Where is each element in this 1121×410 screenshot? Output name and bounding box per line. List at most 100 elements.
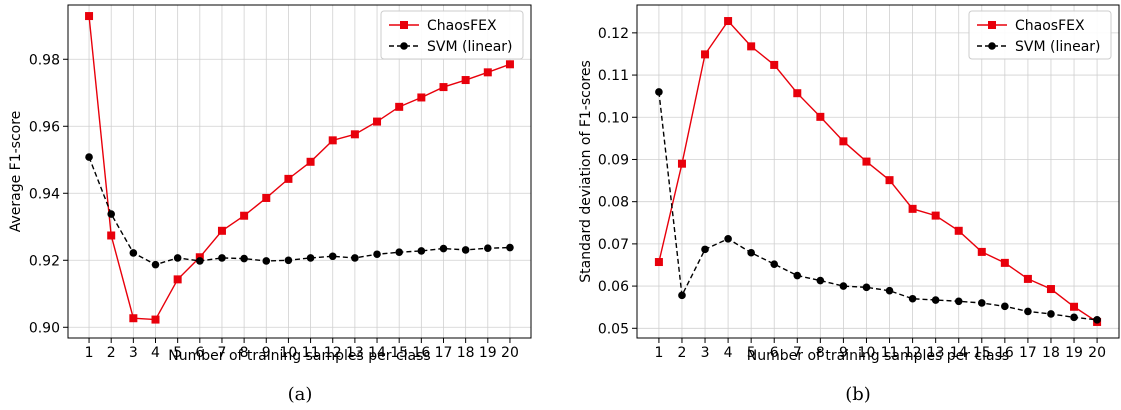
legend-marker bbox=[988, 42, 996, 50]
x-tick-label: 11 bbox=[302, 345, 320, 361]
legend-box bbox=[968, 10, 1112, 60]
data-point bbox=[770, 60, 779, 69]
data-point bbox=[240, 211, 249, 220]
data-point bbox=[1046, 285, 1055, 294]
data-point bbox=[217, 226, 226, 235]
data-point bbox=[483, 68, 492, 77]
x-tick-label: 15 bbox=[390, 345, 408, 361]
series-1 bbox=[655, 88, 1101, 324]
data-point bbox=[793, 89, 802, 98]
x-tick-label: 15 bbox=[973, 345, 991, 361]
y-tick-label: 0.96 bbox=[29, 119, 60, 135]
x-tick-label: 19 bbox=[1065, 345, 1083, 361]
data-point bbox=[395, 102, 404, 111]
data-point bbox=[328, 136, 337, 145]
legend-label: ChaosFEX bbox=[1015, 18, 1085, 34]
x-tick-label: 7 bbox=[793, 345, 802, 361]
data-point bbox=[484, 244, 492, 253]
data-point bbox=[129, 314, 138, 323]
x-tick-label: 17 bbox=[435, 345, 453, 361]
data-point bbox=[218, 254, 226, 262]
data-point bbox=[724, 235, 732, 243]
data-point bbox=[373, 250, 381, 259]
data-point bbox=[439, 244, 448, 253]
data-point bbox=[506, 243, 514, 252]
data-point bbox=[1001, 302, 1009, 311]
legend: ChaosFEX SVM (linear) bbox=[968, 10, 1112, 60]
data-point bbox=[701, 245, 709, 254]
data-point bbox=[196, 257, 204, 265]
y-tick-label: 0.98 bbox=[29, 52, 60, 68]
legend-marker bbox=[400, 42, 408, 50]
data-point bbox=[908, 204, 917, 213]
data-point bbox=[701, 50, 710, 59]
data-point bbox=[173, 254, 182, 262]
data-point bbox=[816, 276, 825, 285]
x-tick-label: 9 bbox=[839, 345, 848, 361]
series-line bbox=[88, 15, 511, 321]
y-tick-label: 0.11 bbox=[598, 68, 629, 84]
data-point bbox=[129, 249, 138, 257]
data-point bbox=[439, 83, 448, 92]
x-tick-label: 13 bbox=[927, 345, 945, 361]
y-tick-label: 0.92 bbox=[29, 253, 60, 269]
x-tick-label: 2 bbox=[107, 345, 116, 361]
data-point bbox=[677, 159, 686, 168]
data-point bbox=[816, 112, 825, 121]
y-axis-label: Standard deviation of F1-scores bbox=[578, 60, 594, 283]
chart-panel-0: 1 2 3 4 5 6 7 8 9 10 11 12 13 14 15 16 17 18 19 200.900.920… bbox=[8, 4, 532, 405]
x-tick-label: 1 bbox=[85, 345, 94, 361]
data-point bbox=[306, 157, 315, 166]
y-tick-label: 0.94 bbox=[29, 186, 60, 202]
data-point bbox=[862, 157, 871, 166]
y-tick-label: 0.12 bbox=[598, 26, 629, 42]
data-point bbox=[461, 246, 470, 254]
legend-marker bbox=[988, 21, 996, 29]
data-point bbox=[977, 247, 986, 256]
data-point bbox=[655, 88, 663, 96]
data-point bbox=[350, 130, 359, 139]
x-tick-label: 14 bbox=[950, 345, 968, 361]
x-tick-label: 4 bbox=[724, 345, 733, 361]
x-tick-label: 5 bbox=[747, 345, 756, 361]
x-tick-label: 11 bbox=[881, 345, 899, 361]
panel-label: (b) bbox=[845, 384, 871, 405]
data-point bbox=[954, 297, 963, 306]
data-point bbox=[885, 176, 894, 185]
y-tick-label: 0.90 bbox=[29, 320, 60, 336]
legend-label: SVM (linear) bbox=[1015, 39, 1101, 55]
x-tick-label: 19 bbox=[479, 345, 497, 361]
data-point bbox=[724, 17, 733, 26]
data-point bbox=[85, 12, 94, 21]
data-point bbox=[284, 256, 293, 265]
data-point bbox=[931, 211, 940, 220]
data-point bbox=[885, 286, 894, 295]
data-point bbox=[107, 231, 116, 240]
series-1 bbox=[85, 153, 514, 269]
x-tick-label: 3 bbox=[701, 345, 710, 361]
x-tick-label: 16 bbox=[412, 345, 430, 361]
axes-frame bbox=[636, 4, 1120, 339]
x-tick-label: 20 bbox=[501, 345, 519, 361]
series-0 bbox=[85, 12, 514, 324]
x-tick-label: 18 bbox=[1042, 345, 1060, 361]
x-tick-label: 2 bbox=[678, 345, 687, 361]
x-tick-label: 18 bbox=[457, 345, 475, 361]
y-tick-label: 0.05 bbox=[598, 321, 629, 337]
x-tick-label: 10 bbox=[280, 345, 298, 361]
data-point bbox=[262, 257, 271, 265]
data-point bbox=[85, 153, 93, 161]
x-tick-label: 10 bbox=[858, 345, 876, 361]
data-point bbox=[1023, 274, 1032, 283]
data-point bbox=[793, 271, 802, 280]
data-point bbox=[654, 258, 663, 267]
x-tick-label: 6 bbox=[195, 345, 204, 361]
data-point bbox=[351, 254, 359, 262]
data-point bbox=[306, 254, 315, 262]
data-point bbox=[770, 260, 779, 268]
legend-box bbox=[380, 10, 524, 60]
y-tick-label: 0.06 bbox=[598, 279, 629, 295]
data-point bbox=[839, 137, 848, 146]
data-point bbox=[1024, 307, 1032, 316]
data-point bbox=[395, 248, 403, 257]
